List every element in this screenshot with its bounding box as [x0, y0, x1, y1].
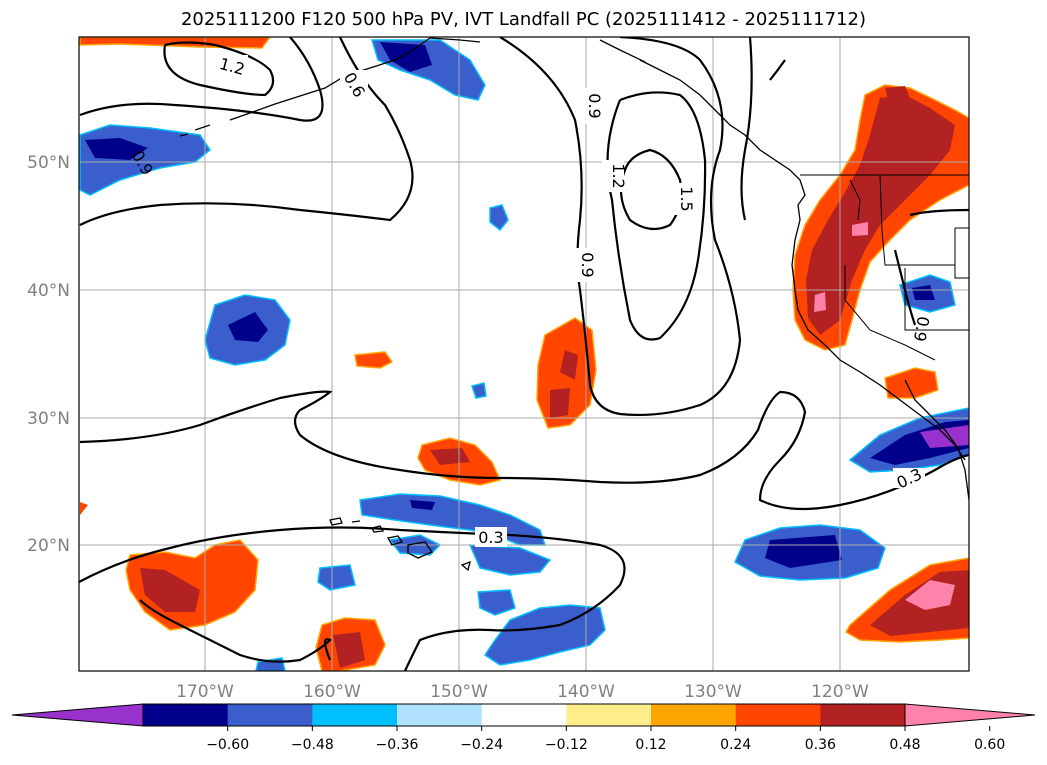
svg-text:0.9: 0.9 — [578, 252, 597, 277]
svg-text:120°W: 120°W — [811, 682, 869, 702]
colorbar-tick-label: −0.24 — [460, 737, 503, 753]
colorbar-tick-label: −0.60 — [206, 737, 249, 753]
pc-shading — [79, 37, 969, 671]
svg-text:1.5: 1.5 — [677, 186, 696, 211]
colorbar-extend-low — [11, 703, 144, 727]
svg-text:160°W: 160°W — [303, 682, 361, 702]
colorbar-cell — [143, 704, 229, 726]
svg-text:20°N: 20°N — [27, 536, 70, 556]
graticule — [79, 37, 969, 671]
colorbar-cell — [397, 704, 483, 726]
colorbar-tick-label: 0.36 — [805, 737, 836, 753]
map-title: 2025111200 F120 500 hPa PV, IVT Landfall… — [180, 9, 867, 30]
contour-labels: 1.2 0.6 0.9 0.9 0.9 1.2 1.5 0.9 0.3 0.3 — [128, 54, 933, 547]
svg-text:130°W: 130°W — [684, 682, 742, 702]
svg-text:140°W: 140°W — [557, 682, 615, 702]
svg-text:30°N: 30°N — [27, 409, 70, 429]
colorbar-tick-label: 0.48 — [889, 737, 920, 753]
svg-text:0.9: 0.9 — [910, 315, 933, 343]
colorbar-tick-label: −0.36 — [376, 737, 419, 753]
lon-labels: 170°W 160°W 150°W 140°W 130°W 120°W — [176, 682, 869, 702]
svg-text:170°W: 170°W — [176, 682, 234, 702]
lat-labels: 50°N 40°N 30°N 20°N — [27, 153, 70, 556]
colorbar-cell — [312, 704, 398, 726]
colorbar-extend-high — [904, 703, 1036, 727]
colorbar-tick-label: −0.12 — [545, 737, 588, 753]
colorbar-tick-label: −0.48 — [291, 737, 334, 753]
svg-text:0.9: 0.9 — [585, 93, 604, 118]
colorbar-cell — [735, 704, 821, 726]
colorbar-cell — [227, 704, 313, 726]
map-frame — [78, 36, 970, 672]
borders — [800, 174, 969, 361]
colorbar-tick-label: 0.24 — [720, 737, 751, 753]
colorbar-tick-label: 0.60 — [974, 737, 1005, 753]
svg-text:50°N: 50°N — [27, 153, 70, 173]
colorbar-cell — [651, 704, 737, 726]
colorbar-cell — [566, 704, 652, 726]
colorbar-tick-label: 0.12 — [635, 737, 666, 753]
colorbar: −0.60 −0.48 −0.36 −0.24 −0.12 0.12 0.24 0.36 0.4… — [11, 703, 1036, 753]
colorbar-cell — [481, 704, 567, 726]
svg-text:40°N: 40°N — [27, 281, 70, 301]
colorbar-cell — [820, 704, 906, 726]
svg-text:1.2: 1.2 — [609, 163, 628, 188]
pv-contours — [79, 37, 969, 671]
svg-text:0.3: 0.3 — [478, 528, 503, 547]
pos-anomaly-blob — [125, 539, 259, 631]
svg-text:150°W: 150°W — [430, 682, 488, 702]
neg-anomaly-blob — [483, 604, 606, 666]
